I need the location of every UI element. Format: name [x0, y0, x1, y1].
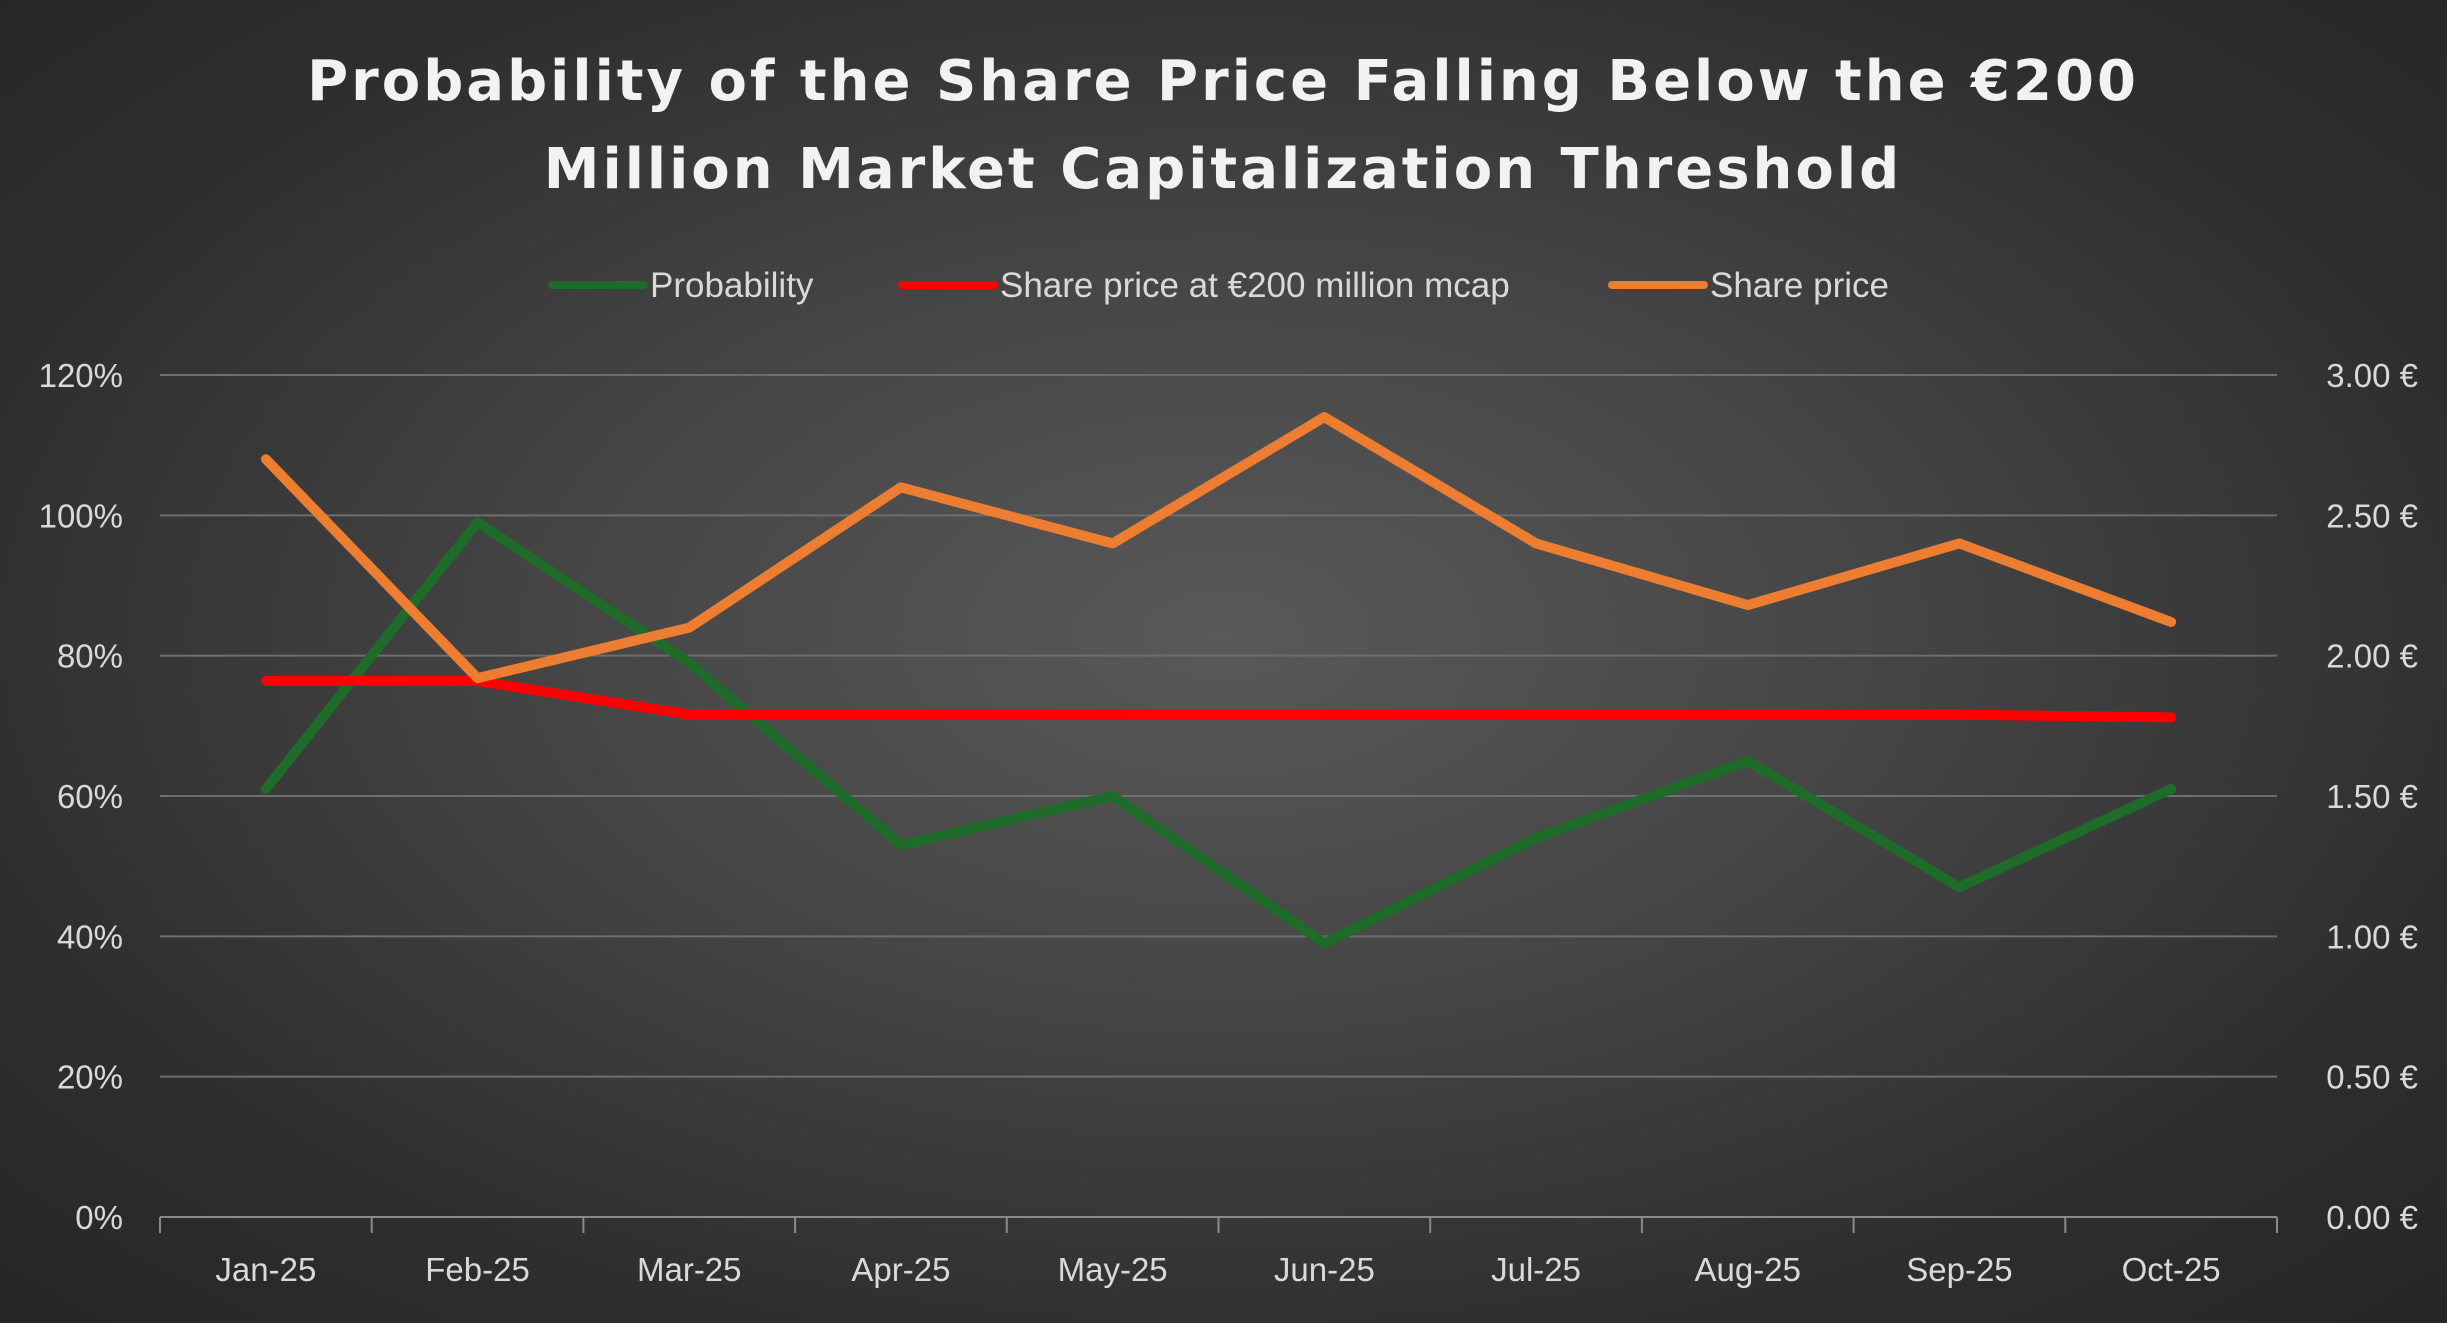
y-right-tick-label: 1.50 € — [2326, 778, 2418, 815]
y-axis-right: 0.00 € 0.50 € 1.00 € 1.50 € 2.00 € 2.50 € 3.00… — [2326, 357, 2418, 1236]
x-tick-label: Jan-25 — [215, 1251, 316, 1288]
gridlines — [160, 374, 2277, 1078]
series-line-threshold-price — [260, 675, 2177, 723]
y-left-tick-label: 60% — [57, 778, 123, 815]
x-tick-label: May-25 — [1058, 1251, 1168, 1288]
series-lines — [260, 412, 2177, 949]
y-axis-left: 0% 20% 40% 60% 80% 100% 120% — [39, 357, 123, 1236]
legend: Probability Share price at €200 million … — [548, 266, 1889, 305]
chart-title: Probability of the Share Price Falling B… — [307, 49, 2139, 202]
x-tick-label: Feb-25 — [425, 1251, 530, 1288]
series-line-share-price — [260, 412, 2177, 684]
x-tick-label: Jun-25 — [1274, 1251, 1375, 1288]
x-axis: Jan-25 Feb-25 Mar-25 Apr-25 May-25 Jun-25 Jul-… — [159, 1216, 2278, 1288]
legend-label-probability: Probability — [650, 266, 814, 305]
y-right-tick-label: 3.00 € — [2326, 357, 2418, 394]
y-right-tick-label: 1.00 € — [2326, 918, 2418, 955]
x-tick-label: Aug-25 — [1695, 1251, 1801, 1288]
legend-label-threshold-price: Share price at €200 million mcap — [1000, 266, 1510, 305]
x-tick-label: Mar-25 — [637, 1251, 742, 1288]
x-tick-label: Oct-25 — [2122, 1251, 2221, 1288]
x-tick-label: Jul-25 — [1491, 1251, 1581, 1288]
y-left-tick-label: 100% — [39, 497, 123, 534]
y-right-tick-label: 2.00 € — [2326, 638, 2418, 675]
y-right-tick-label: 2.50 € — [2326, 497, 2418, 534]
y-left-tick-label: 0% — [75, 1199, 123, 1236]
y-right-tick-label: 0.50 € — [2326, 1059, 2418, 1096]
legend-label-share-price: Share price — [1710, 266, 1889, 305]
y-right-tick-label: 0.00 € — [2326, 1199, 2418, 1236]
y-left-tick-label: 40% — [57, 918, 123, 955]
y-left-tick-label: 120% — [39, 357, 123, 394]
chart-title-line-1: Probability of the Share Price Falling B… — [307, 49, 2139, 114]
x-tick-label: Apr-25 — [851, 1251, 950, 1288]
x-tick-label: Sep-25 — [1906, 1251, 2012, 1288]
chart-title-line-2: Million Market Capitalization Threshold — [544, 137, 1902, 202]
y-left-tick-label: 80% — [57, 638, 123, 675]
y-left-tick-label: 20% — [57, 1059, 123, 1096]
series-line-probability — [260, 517, 2177, 949]
